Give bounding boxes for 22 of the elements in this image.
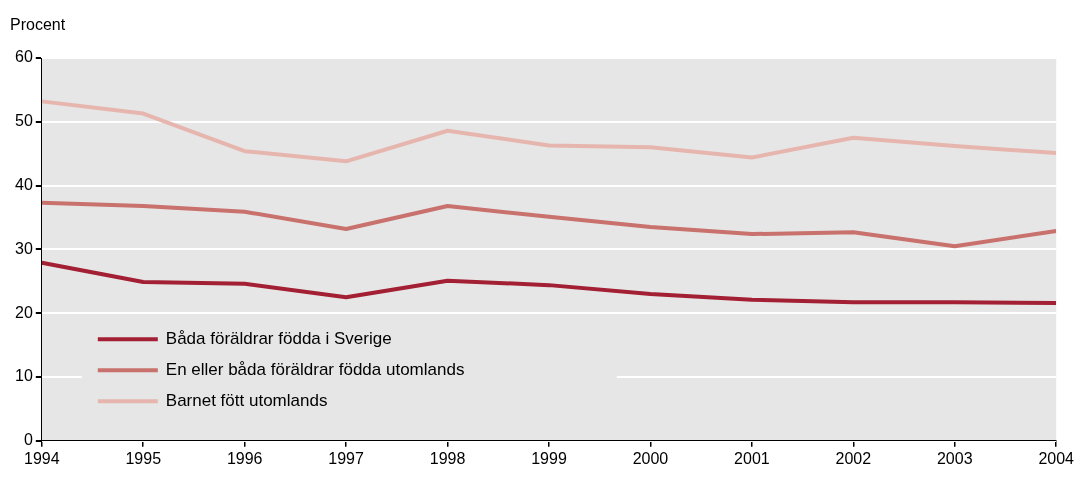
y-tick-label: 20	[15, 303, 33, 321]
x-tick-label: 1997	[328, 449, 365, 467]
x-tick-label: 1998	[429, 449, 466, 467]
y-tick-label: 10	[15, 367, 33, 385]
x-tick-label: 2003	[936, 449, 973, 467]
y-tick-label: 60	[15, 48, 33, 66]
x-tick-label: 1995	[125, 449, 162, 467]
y-tick-label: 40	[15, 176, 33, 194]
y-tick-label: 30	[15, 239, 33, 257]
x-tick-label: 2001	[734, 449, 770, 467]
x-tick-label: 1996	[226, 449, 263, 467]
legend-label: Båda föräldrar födda i Sverige	[165, 328, 392, 348]
x-tick-label: 2002	[835, 449, 872, 467]
y-tick-label: 0	[23, 431, 33, 449]
legend-label: Barnet fött utomlands	[165, 390, 328, 410]
x-tick-label: 2000	[632, 449, 669, 467]
x-tick-label: 1999	[531, 449, 567, 467]
legend-label: En eller båda föräldrar födda utomlands	[165, 359, 465, 379]
x-tick-label: 1994	[24, 449, 60, 467]
y-tick-label: 50	[15, 112, 33, 130]
y-axis-title: Procent	[10, 16, 66, 33]
x-tick-label: 2004	[1038, 449, 1075, 467]
